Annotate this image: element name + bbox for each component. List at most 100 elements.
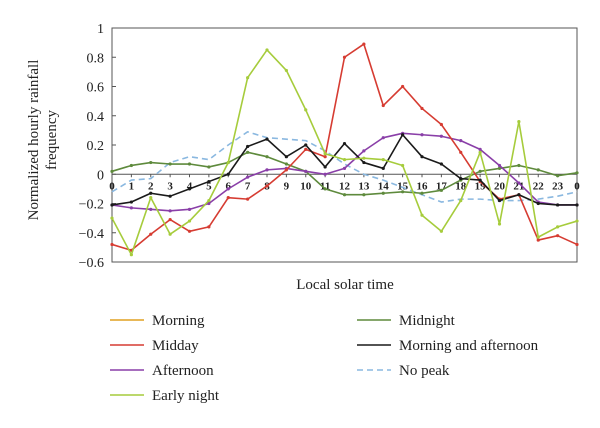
- series-layer: [110, 42, 579, 257]
- legend-item-midday: Midday: [110, 338, 199, 354]
- data-point: [381, 158, 385, 162]
- series-line-early-night: [111, 49, 578, 256]
- data-point: [517, 193, 521, 197]
- data-point: [265, 48, 269, 52]
- data-point: [246, 197, 250, 201]
- data-point: [381, 136, 385, 140]
- data-point: [168, 232, 172, 236]
- data-point: [265, 168, 269, 172]
- data-point: [381, 103, 385, 108]
- y-axis-title-line: frequency: [44, 110, 60, 170]
- data-point: [439, 134, 443, 138]
- data-point: [323, 187, 327, 191]
- data-point: [149, 232, 153, 236]
- data-point: [362, 160, 366, 165]
- x-tick-label: 22: [533, 180, 545, 192]
- data-point: [207, 179, 211, 184]
- legend-item-morning-and-afternoon: Morning and afternoon: [357, 338, 539, 354]
- data-point: [342, 141, 347, 146]
- data-point: [575, 171, 579, 175]
- data-point: [536, 201, 540, 206]
- data-point: [556, 203, 560, 207]
- data-point: [226, 187, 230, 191]
- data-point: [110, 203, 114, 207]
- legend-label: Early night: [152, 388, 220, 404]
- data-point: [459, 150, 463, 154]
- x-tick-label: 9: [284, 180, 290, 192]
- data-point: [478, 178, 482, 182]
- x-axis-title: Local solar time: [296, 277, 394, 293]
- legend-item-no-peak: No peak: [357, 363, 450, 379]
- x-tick-label: 13: [358, 180, 370, 192]
- legend: Morning Midday Afternoon Early night Midnigh…: [110, 313, 539, 404]
- series-early-night: [110, 48, 579, 257]
- data-point: [478, 147, 482, 151]
- data-point: [149, 160, 153, 165]
- data-point: [226, 196, 230, 200]
- data-point: [342, 55, 347, 59]
- data-point: [284, 162, 288, 166]
- legend-label: Midnight: [399, 313, 456, 329]
- data-point: [420, 191, 424, 195]
- data-point: [420, 213, 424, 217]
- data-point: [536, 235, 540, 239]
- data-point: [149, 207, 153, 211]
- data-point: [284, 155, 288, 159]
- data-point: [304, 169, 308, 173]
- data-point: [187, 219, 192, 223]
- x-tick-label: 14: [378, 180, 390, 192]
- data-point: [207, 198, 211, 203]
- data-point: [362, 156, 366, 160]
- data-point: [265, 155, 269, 159]
- data-point: [439, 162, 443, 166]
- data-point: [401, 190, 405, 194]
- x-tick-label: 16: [417, 180, 429, 192]
- x-tick-label: 2: [148, 180, 154, 192]
- data-point: [478, 150, 482, 154]
- data-point: [129, 253, 133, 257]
- series-midnight: [110, 150, 579, 197]
- data-point: [575, 219, 579, 223]
- series-line-midday: [111, 43, 578, 252]
- y-tick-label: −0.4: [79, 227, 104, 242]
- data-point: [497, 222, 502, 226]
- data-point: [110, 169, 114, 173]
- legend-label: Morning: [152, 313, 205, 329]
- y-tick-label: 0: [97, 168, 104, 183]
- legend-label: Midday: [152, 338, 199, 354]
- legend-item-early-night: Early night: [110, 388, 220, 404]
- data-point: [323, 165, 327, 169]
- data-point: [110, 216, 114, 220]
- data-point: [439, 229, 443, 233]
- x-tick-label: 12: [339, 180, 351, 192]
- x-tick-label: 4: [187, 180, 193, 192]
- x-axis: 012345678910111213141516171819202122230: [109, 174, 580, 192]
- legend-item-afternoon: Afternoon: [110, 363, 214, 379]
- y-tick-label: 0.4: [87, 110, 105, 125]
- y-tick-label: −0.2: [79, 198, 104, 213]
- x-tick-label: 19: [475, 180, 487, 192]
- legend-item-midnight: Midnight: [357, 313, 456, 329]
- data-point: [459, 198, 463, 203]
- x-tick-label: 23: [552, 180, 564, 192]
- data-point: [323, 172, 327, 176]
- data-point: [207, 225, 211, 229]
- data-point: [323, 155, 327, 159]
- series-midday: [110, 42, 579, 252]
- data-point: [362, 193, 366, 197]
- x-tick-label: 3: [167, 180, 173, 192]
- data-point: [246, 175, 250, 179]
- data-point: [362, 42, 366, 46]
- data-point: [420, 106, 424, 111]
- data-point: [459, 139, 463, 143]
- data-point: [342, 158, 347, 162]
- y-tick-label: 0.6: [87, 81, 105, 96]
- data-point: [381, 191, 385, 195]
- x-tick-label: 6: [226, 180, 232, 192]
- data-point: [342, 166, 347, 170]
- y-tick-label: 1: [97, 22, 104, 37]
- data-point: [246, 144, 250, 149]
- y-axis-title-line: Normalized hourly rainfall: [26, 60, 42, 221]
- data-point: [187, 229, 192, 233]
